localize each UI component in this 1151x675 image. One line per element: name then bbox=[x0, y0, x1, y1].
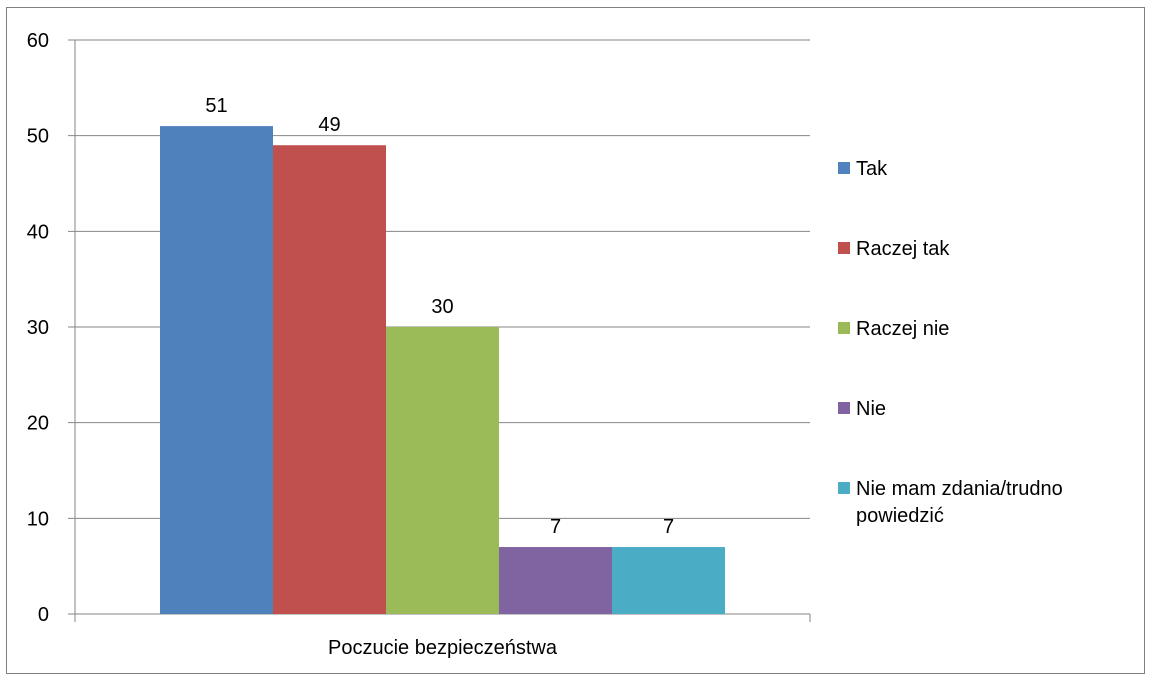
y-tick-label: 30 bbox=[27, 317, 49, 339]
data-label: 30 bbox=[431, 296, 453, 318]
bar bbox=[273, 145, 386, 614]
bar bbox=[612, 547, 725, 614]
y-tick-label: 40 bbox=[27, 221, 49, 243]
legend-swatch bbox=[838, 482, 850, 494]
bars bbox=[160, 126, 725, 614]
legend-label-line: Nie bbox=[856, 398, 886, 420]
data-label: 7 bbox=[550, 516, 561, 538]
bar bbox=[386, 327, 499, 614]
legend-label-line: Raczej tak bbox=[856, 238, 950, 260]
y-tick-label: 50 bbox=[27, 126, 49, 148]
legend-swatch bbox=[838, 322, 850, 334]
legend-label-line: powiedzić bbox=[856, 505, 944, 527]
bar bbox=[499, 547, 612, 614]
legend-label-line: Nie mam zdania/trudno bbox=[856, 478, 1063, 500]
data-labels: 51 49 30 7 7 bbox=[205, 95, 674, 538]
legend-swatch bbox=[838, 402, 850, 414]
legend-label-line: Raczej nie bbox=[856, 318, 949, 340]
data-label: 7 bbox=[663, 516, 674, 538]
y-tick-label: 10 bbox=[27, 508, 49, 530]
data-label: 51 bbox=[205, 95, 227, 117]
bar bbox=[160, 126, 273, 614]
legend: Tak Raczej tak Raczej nie Nie Nie mam zdania… bbox=[838, 158, 1063, 527]
y-tick-label: 20 bbox=[27, 413, 49, 435]
data-label: 49 bbox=[318, 114, 340, 136]
legend-swatch bbox=[838, 162, 850, 174]
legend-label: Nie mam zdania/trudno powiedzić bbox=[856, 478, 1063, 527]
legend-label: Nie bbox=[856, 398, 886, 420]
legend-label: Raczej tak bbox=[856, 238, 950, 260]
legend-label: Raczej nie bbox=[856, 318, 949, 340]
y-tick-label: 60 bbox=[27, 30, 49, 52]
legend-swatch bbox=[838, 242, 850, 254]
legend-label: Tak bbox=[856, 158, 888, 180]
y-tick-label: 0 bbox=[38, 604, 49, 626]
legend-label-line: Tak bbox=[856, 158, 888, 180]
x-category-label: Poczucie bezpieczeństwa bbox=[328, 637, 558, 659]
